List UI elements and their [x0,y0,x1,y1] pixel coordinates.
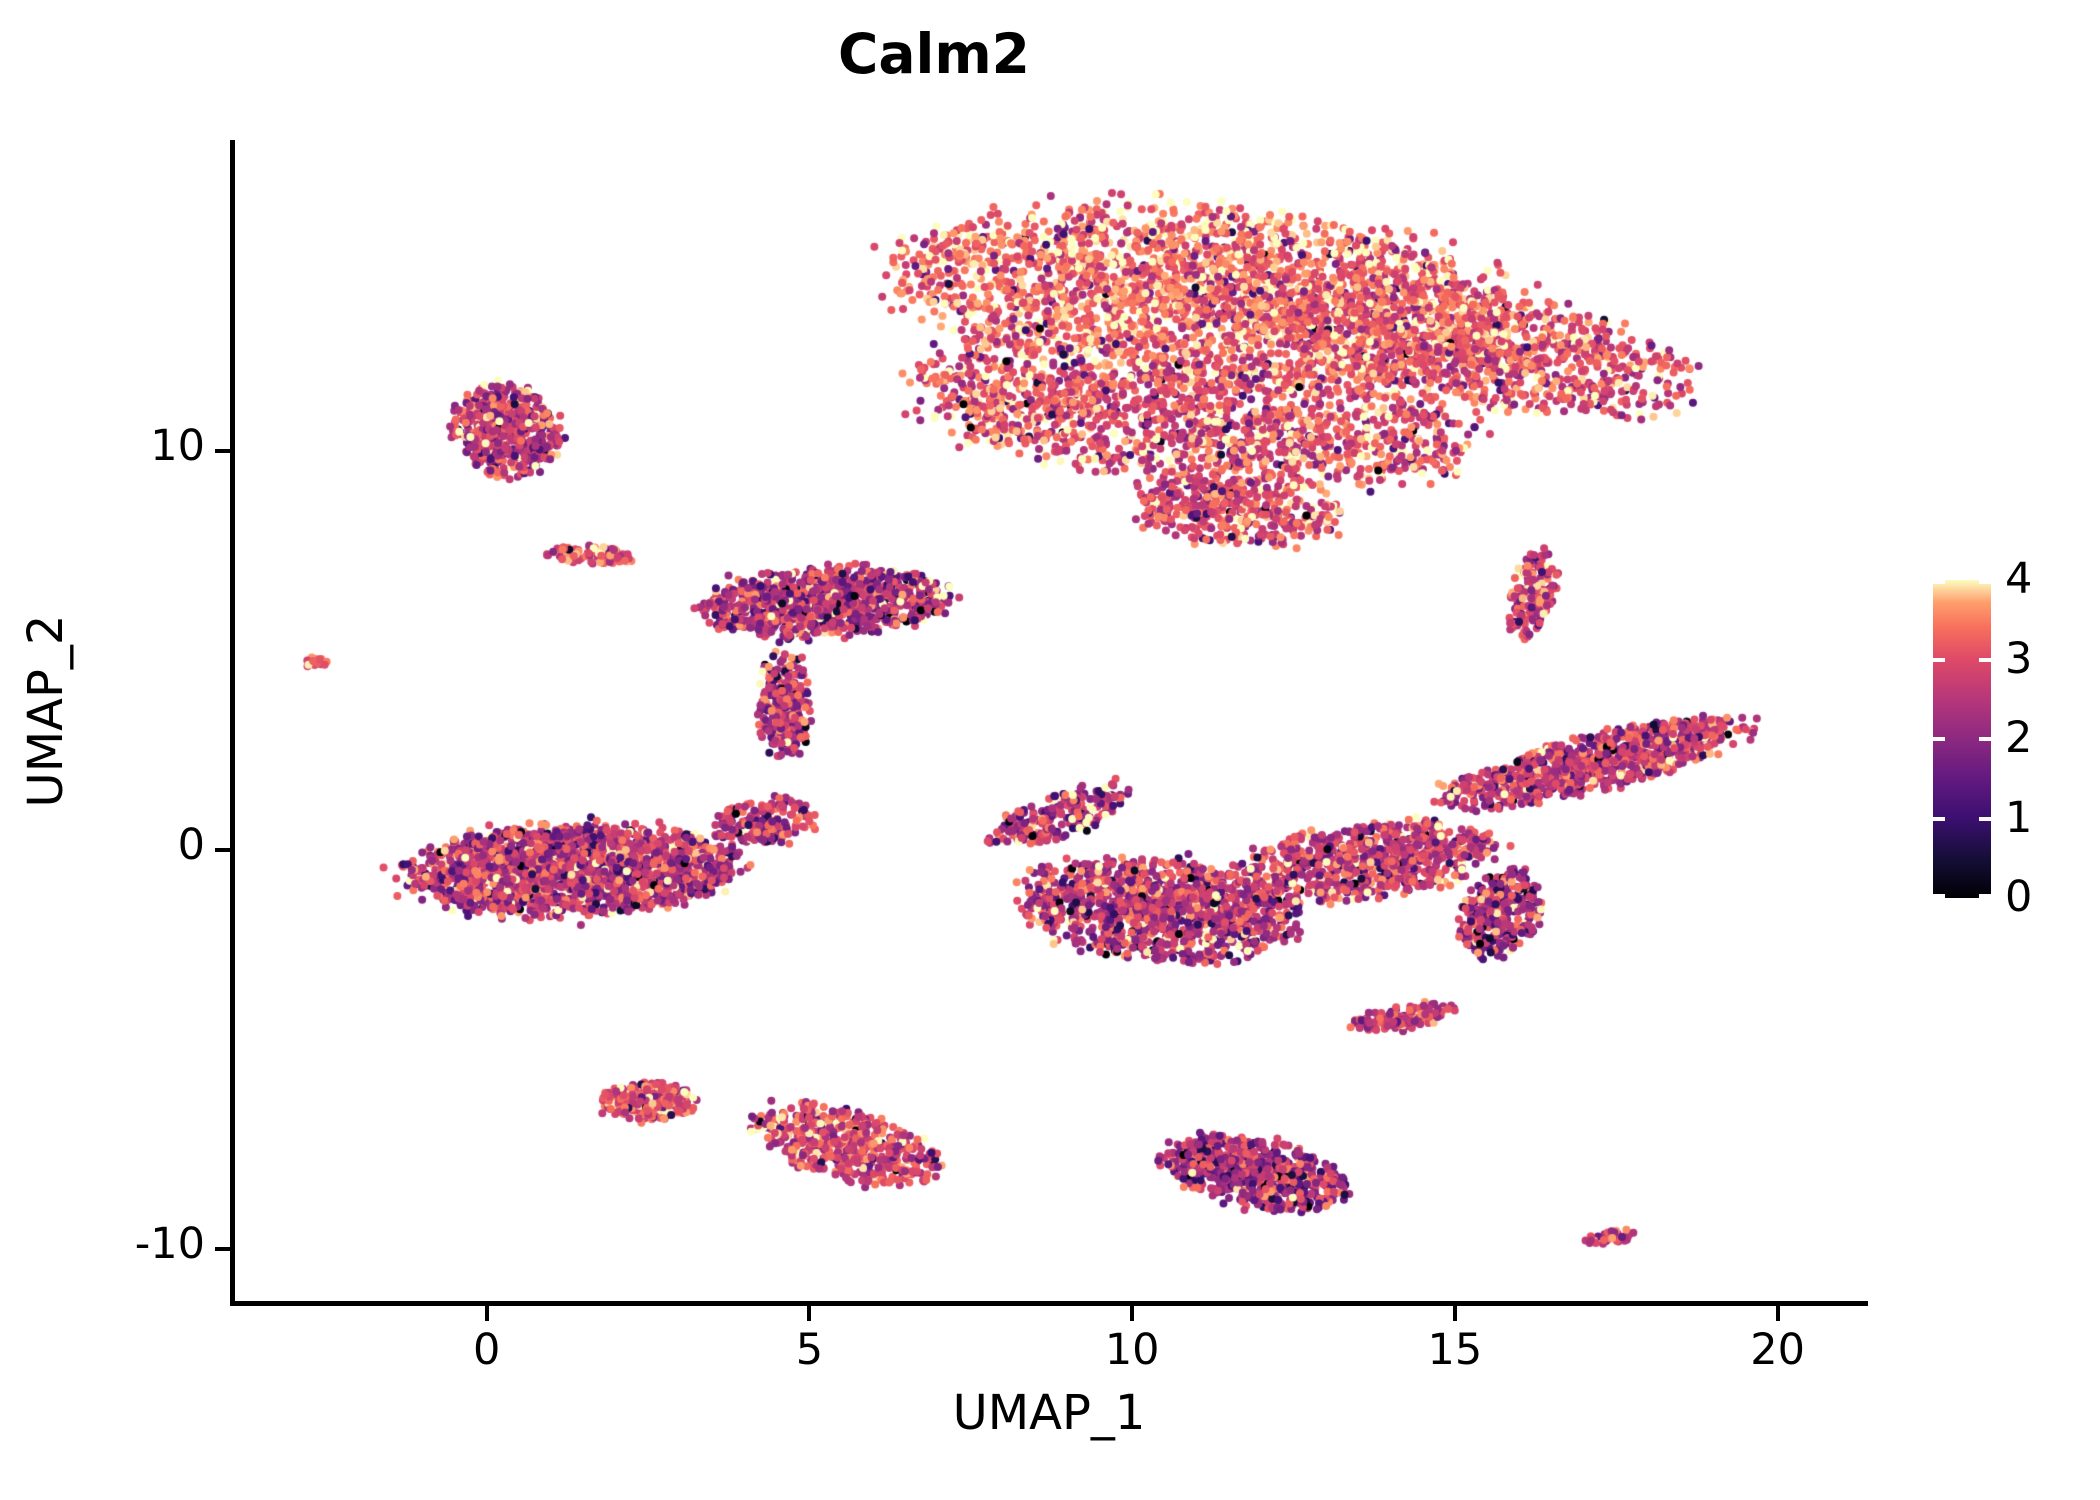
colorbar-tick-mark [1979,657,1991,662]
x-tick-label: 10 [1104,1325,1160,1375]
colorbar-tick-label: 0 [2005,872,2033,922]
x-tick-mark [1130,1306,1135,1321]
x-tick-mark [484,1306,489,1321]
x-tick-label: 15 [1427,1325,1483,1375]
colorbar-tick-label: 1 [2005,792,2033,843]
x-tick-mark [807,1306,812,1321]
x-tick-label: 20 [1750,1325,1805,1375]
y-tick-label: 10 [150,421,205,472]
colorbar-tick-mark [1933,816,1945,821]
x-axis-spine [230,1301,1868,1306]
y-axis-label: UMAP_2 [18,614,74,808]
y-tick-mark [215,449,230,454]
colorbar-tick-mark [1933,737,1945,741]
x-axis-label: UMAP_1 [952,1385,1146,1441]
colorbar-tick-mark [1979,737,1991,741]
colorbar-tick-label: 3 [2005,633,2033,684]
y-tick-label: 0 [177,820,205,871]
x-tick-label: 0 [473,1325,501,1375]
scatter-plot-canvas[interactable] [235,140,1868,1301]
y-axis-label-wrapper: UMAP_2 [16,351,76,1071]
y-axis-spine [230,140,235,1306]
x-tick-mark [1452,1306,1457,1321]
colorbar-tick-mark [1933,580,1945,584]
y-tick-mark [215,848,230,853]
x-tick-mark [1775,1306,1780,1321]
y-tick-mark [215,1247,230,1252]
colorbar-tick-mark [1933,657,1945,662]
colorbar-tick-mark [1979,816,1991,821]
page-title: Calm2 [838,22,1030,86]
colorbar-tick-label: 2 [2005,713,2033,763]
colorbar-tick-label: 4 [2005,554,2033,604]
colorbar-tick-mark [1979,894,1991,898]
colorbar-tick-mark [1933,894,1945,898]
x-tick-label: 5 [795,1325,824,1375]
colorbar-tick-mark [1979,580,1991,584]
y-tick-label: -10 [134,1219,205,1270]
